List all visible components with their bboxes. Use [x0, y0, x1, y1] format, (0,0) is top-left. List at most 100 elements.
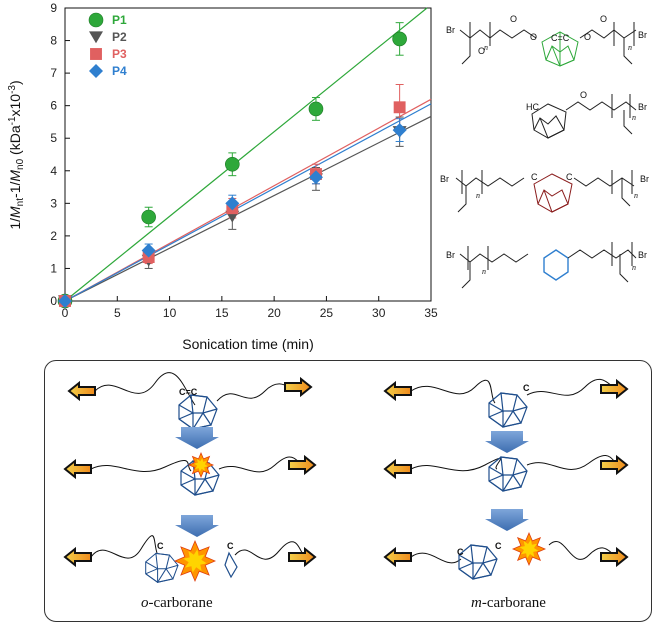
data-point-p4 [225, 196, 240, 211]
x-tick-label: 15 [215, 306, 229, 320]
down-arrow [485, 509, 529, 531]
pull-arrow-right [288, 454, 317, 476]
c-label: C [157, 541, 164, 551]
cc-label: C=C [179, 387, 198, 397]
data-point-p1 [392, 31, 407, 47]
br-left-label: Br [446, 250, 455, 260]
c-label: C [227, 541, 234, 551]
down-arrow [175, 515, 219, 537]
cage-edge [488, 392, 528, 413]
legend-marker-p1 [88, 12, 104, 28]
benzene-ring [543, 249, 569, 281]
m-carborane-cage [488, 456, 528, 492]
cage-edge [145, 552, 179, 570]
x-tick-label: 5 [114, 306, 121, 320]
y-label-part: 1/ [7, 218, 23, 230]
cage-outline [458, 544, 498, 580]
arrow-shape [600, 378, 629, 400]
arrow-shape [288, 454, 317, 476]
legend-label-p2: P2 [112, 30, 127, 44]
y-tick-label: 0 [50, 294, 57, 308]
polymer-chain [90, 460, 192, 472]
polymer-chain [410, 552, 462, 564]
pull-arrow-right [288, 546, 317, 568]
legend-marker-p4 [89, 64, 103, 78]
legend-label-p4: P4 [112, 64, 127, 78]
polymer-chain [410, 379, 496, 404]
pull-arrow-right [600, 378, 629, 400]
y-label-part: ) [7, 80, 23, 85]
data-point-p4 [392, 123, 407, 138]
structure-p4: Br Br n n [446, 242, 647, 289]
data-point-p4 [141, 243, 156, 258]
n-label: n [484, 43, 488, 52]
ester-left [457, 186, 467, 213]
c-label: C [495, 541, 502, 551]
ester-right [619, 254, 629, 283]
cage-edge [178, 412, 204, 430]
y-tick-label: 8 [50, 34, 57, 48]
hc-label: HC [526, 102, 539, 112]
caption-rest: -carborane [148, 595, 213, 611]
o-carborane-cage [178, 394, 218, 430]
pull-arrow-left [63, 546, 92, 568]
n-label: n [476, 191, 480, 200]
x-tick-label: 25 [320, 306, 334, 320]
y-label-part: n0 [15, 158, 26, 170]
y-axis-label: 1/Mnt-1/Mn0 (kDa-1x10-3) [7, 80, 26, 229]
cage-edge [488, 474, 514, 492]
data-point-p1 [141, 209, 156, 225]
chain-left [455, 177, 525, 187]
chain [565, 101, 637, 111]
chain-left [459, 29, 537, 39]
x-tick-label: 20 [267, 306, 281, 320]
o-carborane-caption: o-carborane [141, 595, 213, 612]
cage-edge [488, 474, 522, 492]
down-arrow [175, 427, 219, 449]
pull-arrow-left [383, 380, 412, 402]
cage-edge [180, 478, 206, 496]
m-carborane-caption: m-carborane [471, 595, 546, 612]
arrow-shape [600, 546, 629, 568]
fit-line-p1 [64, 7, 428, 302]
arrow-shape [67, 380, 96, 402]
n-label: n [482, 267, 486, 276]
br-left-label: Br [440, 174, 449, 184]
cage-outline [488, 456, 528, 492]
o-label: O [584, 32, 591, 42]
ester-right [623, 38, 633, 65]
y-tick-label: 5 [50, 131, 57, 145]
cage-outline [178, 394, 218, 430]
data-point-p3 [393, 101, 406, 114]
c-label: C [531, 172, 538, 182]
y-label-part: M [7, 206, 23, 218]
ester-left [461, 38, 471, 65]
polymer-chain [234, 541, 308, 560]
arrow-shape [383, 458, 412, 480]
ester-right [621, 178, 631, 207]
br-right-label: Br [640, 174, 649, 184]
y-label-part: (kDa [7, 125, 23, 159]
pull-arrow-left [67, 380, 96, 402]
y-label-part: -3 [7, 85, 18, 94]
data-point-p4 [308, 170, 323, 185]
n-label: n [634, 191, 638, 200]
data-point-p1 [225, 156, 240, 172]
c-label: C [457, 547, 464, 557]
caption-italic: m [471, 595, 482, 611]
arrow-shape [284, 376, 313, 398]
cage-edge [488, 410, 514, 428]
chart: 0 5 10 15 20 25 30 35 0 1 2 3 4 5 6 7 8 9 P1 P2 P3 P4 Sonica… [7, 1, 649, 352]
y-label-part: M [7, 170, 23, 182]
arrow-shape [383, 546, 412, 568]
legend-label-p3: P3 [112, 47, 127, 61]
o-label: O [600, 14, 607, 24]
polymer-chain [410, 457, 501, 472]
structure-p3: Br Br n C C n [440, 170, 649, 213]
cage-outline [145, 552, 179, 583]
structure-p2: HC O n Br [526, 90, 647, 139]
br-right-label: Br [638, 30, 647, 40]
c-label: C [523, 383, 530, 393]
y-tick-label: 1 [50, 261, 57, 275]
